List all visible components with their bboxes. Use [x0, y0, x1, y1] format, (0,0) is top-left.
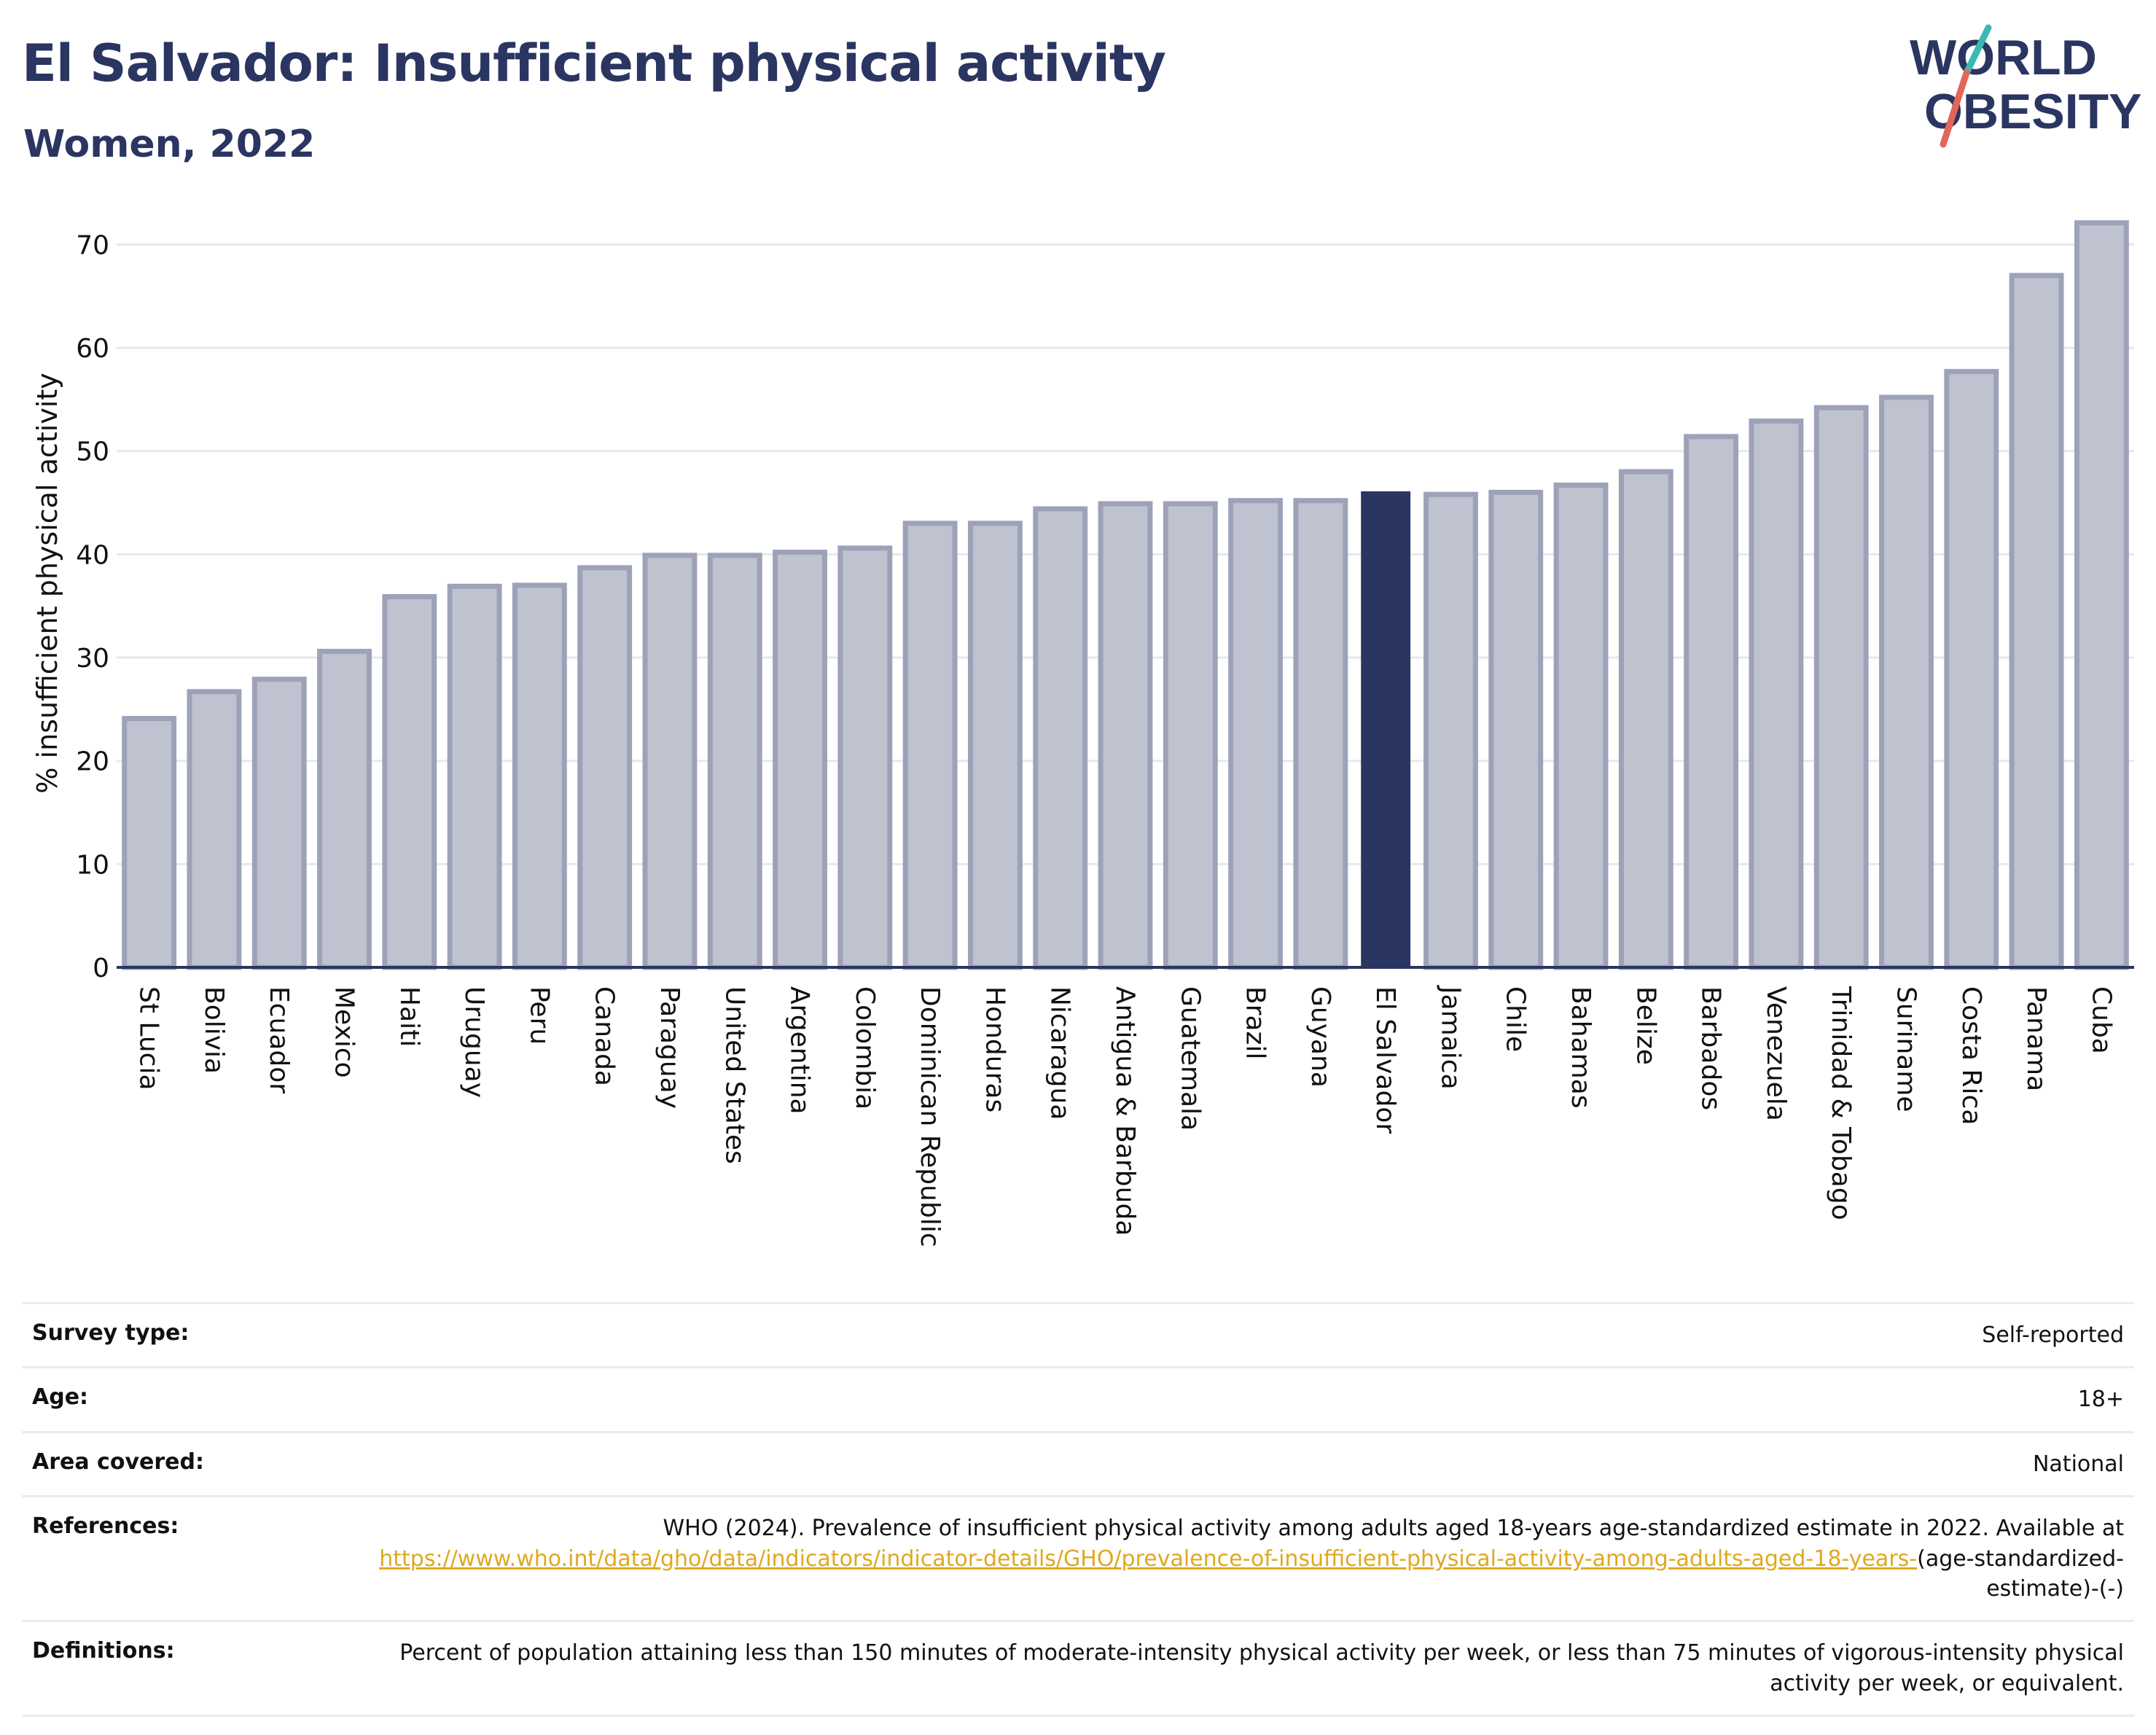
- bar-chart: 0 10 20 30 40 50 60 70 St Lucia Bolivia Ecuador Mex…: [31, 220, 2134, 1247]
- chart-subtitle: Women, 2022: [23, 122, 316, 166]
- x-tick-label: Bahamas: [1566, 986, 1595, 1109]
- area-value: National: [2032, 1451, 2124, 1477]
- area-row: Area covered: National: [22, 1430, 2134, 1495]
- x-tick-label: Honduras: [980, 986, 1009, 1112]
- x-tick-label: El Salvador: [1370, 986, 1400, 1134]
- world-obesity-logo: WORLD OBESITY: [1910, 24, 2142, 148]
- x-tick-label: Paraguay: [655, 986, 684, 1109]
- x-tick-label: Uruguay: [459, 986, 489, 1098]
- bar: [1033, 506, 1088, 970]
- y-tick-label: 10: [76, 850, 109, 880]
- bar: [1684, 434, 1739, 970]
- x-tick-label: Barbados: [1696, 986, 1726, 1110]
- definitions-value: Percent of population attaining less tha…: [399, 1640, 2124, 1696]
- x-tick-label: Canada: [590, 986, 620, 1086]
- references-tail: (age-standardized-estimate)-(-): [1917, 1545, 2124, 1602]
- x-tick-label: Argentina: [785, 986, 815, 1115]
- bar: [642, 553, 698, 970]
- y-tick-label: 60: [76, 334, 109, 364]
- x-tick-label: Cuba: [2086, 986, 2116, 1054]
- chart-title: El Salvador: Insufficient physical activ…: [22, 34, 1166, 93]
- bar: [1423, 491, 1478, 970]
- logo-word-world: WORLD: [1910, 30, 2097, 85]
- bar: [577, 565, 633, 970]
- logo-slash-red: [1940, 69, 1970, 148]
- x-tick-label: Ecuador: [264, 986, 294, 1093]
- bar: [773, 550, 827, 970]
- x-tick-label: Brazil: [1241, 986, 1270, 1059]
- survey-type-row: Survey type: Self-reported: [22, 1302, 2134, 1366]
- bar: [2009, 273, 2064, 970]
- x-tick-label: Belize: [1630, 986, 1660, 1065]
- bar: [1163, 501, 1218, 970]
- x-tick-label: Mexico: [329, 986, 359, 1078]
- x-tick-label: Costa Rica: [1956, 986, 1986, 1125]
- bar: [1553, 482, 1609, 970]
- bar-highlight: [1361, 491, 1411, 967]
- x-tick-label: Haiti: [394, 986, 424, 1047]
- definitions-row: Definitions: Percent of population attai…: [22, 1620, 2134, 1718]
- x-tick-label: Jamaica: [1435, 985, 1465, 1090]
- bar: [317, 649, 372, 970]
- area-label: Area covered:: [32, 1449, 204, 1475]
- y-tick-label: 30: [76, 644, 109, 674]
- age-value: 18+: [2077, 1387, 2124, 1413]
- y-axis-label: % insufficient physical activity: [31, 373, 63, 793]
- x-tick-label: Trinidad & Tobago: [1826, 986, 1856, 1220]
- bar: [902, 520, 958, 970]
- x-tick-label: Antigua & Barbuda: [1110, 986, 1140, 1236]
- bar: [1488, 489, 1544, 970]
- references-row: References: WHO (2024). Prevalence of in…: [22, 1495, 2134, 1620]
- y-tick-label: 50: [76, 437, 109, 467]
- x-tick-label: Peru: [524, 986, 554, 1045]
- bar: [187, 689, 242, 970]
- x-tick-label: Venezuela: [1761, 986, 1791, 1121]
- references-text: WHO (2024). Prevalence of insufficient p…: [663, 1516, 2124, 1542]
- x-tick-label: United States: [719, 986, 749, 1164]
- definitions-label: Definitions:: [32, 1638, 175, 1664]
- bar: [2074, 220, 2129, 970]
- x-tick-label: Nicaragua: [1045, 986, 1075, 1120]
- bar: [1228, 498, 1284, 970]
- y-tick-label: 40: [76, 540, 109, 570]
- age-row: Age: 18+: [22, 1366, 2134, 1430]
- references-label: References:: [32, 1513, 179, 1540]
- y-tick-label: 70: [76, 230, 109, 260]
- bar: [1879, 394, 1934, 970]
- bar: [251, 677, 307, 970]
- bar: [122, 716, 177, 970]
- bar: [1618, 469, 1673, 970]
- x-tick-label: Suriname: [1891, 986, 1921, 1112]
- bar: [1813, 405, 1869, 970]
- x-tick-label: Panama: [2021, 986, 2051, 1091]
- x-tick-label: Guatemala: [1175, 986, 1205, 1131]
- survey-type-value: Self-reported: [1982, 1322, 2124, 1348]
- y-tick-label: 20: [76, 747, 109, 777]
- bar: [1293, 498, 1348, 970]
- x-tick-label: Colombia: [850, 986, 880, 1110]
- bar: [707, 553, 762, 970]
- y-tick-label: 0: [93, 954, 109, 983]
- metadata-table: Survey type: Self-reported Age: 18+ Area…: [22, 1302, 2134, 1718]
- bar: [382, 593, 437, 970]
- bar: [1749, 418, 1804, 970]
- bar: [1944, 369, 1999, 970]
- references-link[interactable]: https://www.who.int/data/gho/data/indica…: [379, 1545, 1918, 1572]
- x-tick-label: Dominican Republic: [915, 986, 945, 1247]
- survey-type-label: Survey type:: [32, 1320, 190, 1346]
- bar: [1098, 501, 1153, 970]
- references-value: WHO (2024). Prevalence of insufficient p…: [338, 1513, 2124, 1604]
- x-tick-label: Bolivia: [199, 986, 229, 1074]
- x-tick-label: Chile: [1501, 986, 1531, 1052]
- x-tick-label: St Lucia: [134, 986, 164, 1091]
- logo-slash-teal: [1963, 24, 1992, 77]
- bar: [512, 582, 567, 970]
- age-label: Age:: [32, 1384, 89, 1411]
- bar: [967, 520, 1023, 970]
- bar: [837, 545, 893, 970]
- bar: [447, 583, 502, 970]
- x-tick-label: Guyana: [1305, 986, 1335, 1088]
